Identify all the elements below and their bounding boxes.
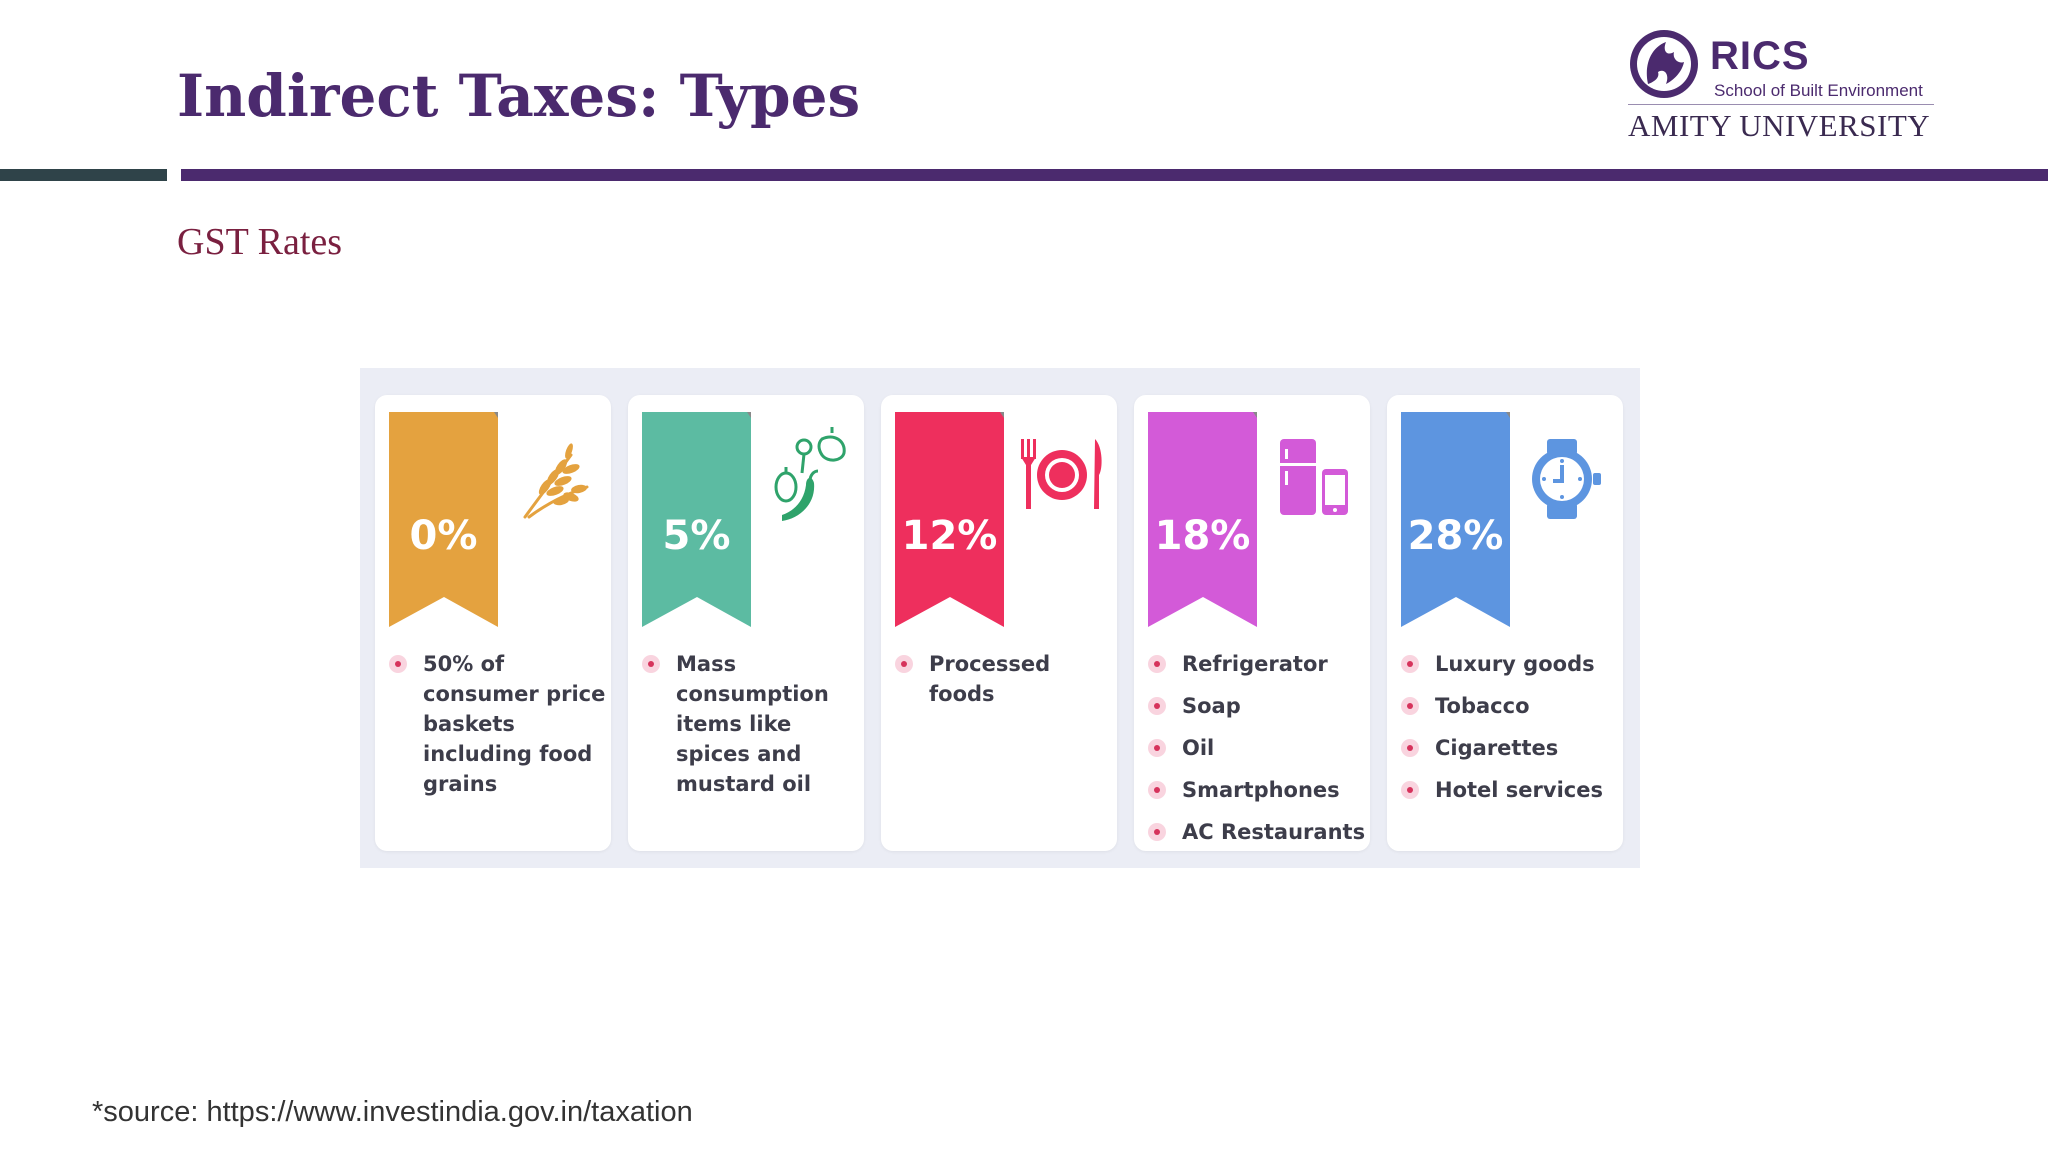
rate-value: 28% [1407, 513, 1504, 559]
bullet-icon [1401, 781, 1419, 799]
list-item: Cigarettes [1401, 733, 1621, 763]
list-item: Soap [1148, 691, 1368, 721]
rate-value: 0% [409, 513, 478, 559]
list-item: Tobacco [1401, 691, 1621, 721]
ribbon-banner [1401, 412, 1510, 627]
rate-items: Mass consumption items like spices and m… [642, 649, 862, 811]
rate-value: 5% [662, 513, 731, 559]
list-item: Luxury goods [1401, 649, 1621, 679]
rics-amity-logo: RICS School of Built Environment AMITY U… [1626, 22, 1936, 146]
logo-university: AMITY UNIVERSITY [1628, 108, 1931, 143]
lion-emblem-icon [1630, 30, 1698, 98]
logo-brand: RICS [1710, 34, 1810, 78]
logo-school: School of Built Environment [1714, 81, 1923, 100]
appliances-icon [1280, 439, 1348, 515]
bullet-icon [1401, 697, 1419, 715]
wheat-icon [523, 443, 589, 519]
rate-card-5: 5% Mass consumption items like spices an… [628, 395, 864, 851]
bullet-icon [389, 655, 407, 673]
list-item: 50% of consumer price baskets including … [389, 649, 609, 799]
ribbon-banner [642, 412, 751, 627]
ribbon-banner [389, 412, 498, 627]
plate-cutlery-icon [1021, 439, 1102, 509]
ribbon-banner [895, 412, 1004, 627]
bullet-icon [642, 655, 660, 673]
rate-card-18: 18% Refrigerator Soap Oil Smartphones AC… [1134, 395, 1370, 851]
rate-value: 18% [1154, 513, 1251, 559]
list-item: Refrigerator [1148, 649, 1368, 679]
bullet-icon [1148, 697, 1166, 715]
header-rule-right [181, 169, 2048, 181]
list-item: Hotel services [1401, 775, 1621, 805]
bullet-icon [895, 655, 913, 673]
spices-icon [774, 427, 846, 521]
bullet-icon [1401, 739, 1419, 757]
header-rule-left [0, 169, 167, 181]
slide-subtitle: GST Rates [177, 221, 343, 263]
list-item: AC Restaurants [1148, 817, 1368, 847]
rate-items: 50% of consumer price baskets including … [389, 649, 609, 811]
ribbon-banner [1148, 412, 1257, 627]
source-citation: *source: https://www.investindia.gov.in/… [92, 1096, 693, 1128]
watch-icon [1532, 439, 1601, 519]
gst-rates-infographic: 0% 50% of consumer price baskets includi… [360, 368, 1640, 868]
rate-card-0: 0% 50% of consumer price baskets includi… [375, 395, 611, 851]
bullet-icon [1401, 655, 1419, 673]
slide-title: Indirect Taxes: Types [177, 62, 861, 130]
list-item: Mass consumption items like spices and m… [642, 649, 862, 799]
rate-items: Luxury goods Tobacco Cigarettes Hotel se… [1401, 649, 1621, 817]
rate-card-28: 28% Luxury goods Tobacco Cigarettes Hote… [1387, 395, 1623, 851]
rate-card-12: 12% Processed foods [881, 395, 1117, 851]
bullet-icon [1148, 781, 1166, 799]
list-item: Oil [1148, 733, 1368, 763]
list-item: Processed foods [895, 649, 1115, 709]
rate-items: Processed foods [895, 649, 1115, 721]
bullet-icon [1148, 655, 1166, 673]
bullet-icon [1148, 823, 1166, 841]
rate-items: Refrigerator Soap Oil Smartphones AC Res… [1148, 649, 1368, 859]
logo-divider [1628, 104, 1934, 105]
list-item: Smartphones [1148, 775, 1368, 805]
bullet-icon [1148, 739, 1166, 757]
rate-value: 12% [901, 513, 998, 559]
